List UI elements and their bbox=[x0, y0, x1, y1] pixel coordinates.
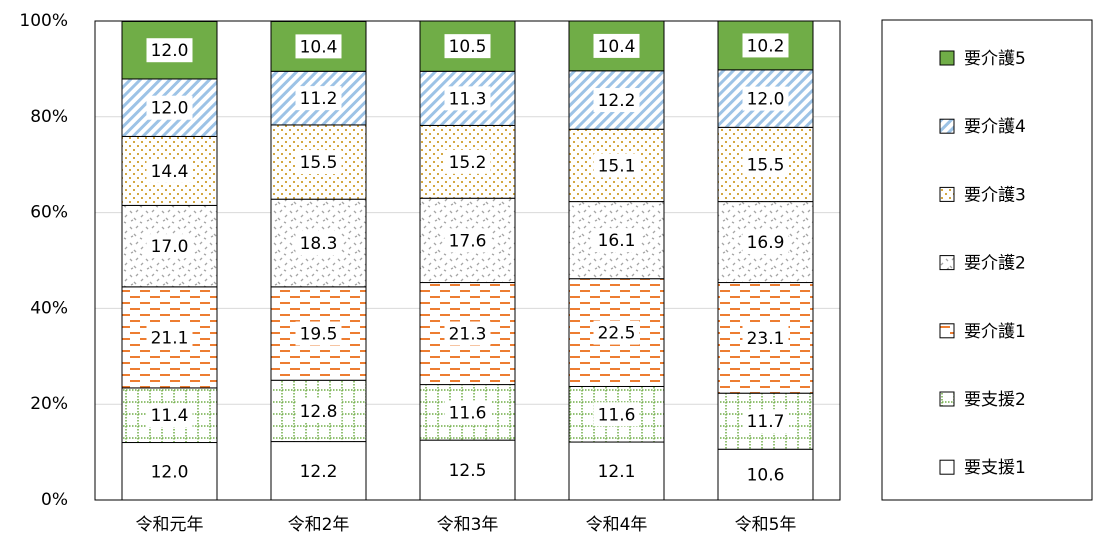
x-tick-label: 令和2年 bbox=[288, 515, 350, 535]
label-bg bbox=[295, 458, 342, 483]
data-label: 17.6 bbox=[449, 231, 487, 251]
legend-label: 要支援1 bbox=[964, 458, 1026, 478]
legend-swatch bbox=[939, 50, 955, 66]
label-bg bbox=[742, 230, 789, 255]
data-label: 22.5 bbox=[598, 324, 636, 344]
y-tick-label: 40% bbox=[30, 298, 68, 318]
data-label: 12.8 bbox=[300, 402, 338, 422]
label-bg bbox=[593, 402, 640, 427]
label-bg bbox=[742, 152, 789, 177]
bar-segment bbox=[121, 286, 218, 389]
label-bg bbox=[742, 325, 789, 350]
data-label: 10.2 bbox=[747, 36, 785, 56]
label-bg bbox=[295, 150, 342, 175]
label-bg bbox=[742, 33, 789, 58]
data-label: 12.2 bbox=[300, 462, 338, 482]
y-tick-label: 0% bbox=[41, 490, 68, 510]
data-label: 15.2 bbox=[449, 153, 487, 173]
data-label: 17.0 bbox=[151, 237, 189, 257]
label-bg bbox=[295, 34, 342, 59]
x-tick-label: 令和5年 bbox=[735, 515, 797, 535]
label-bg bbox=[444, 321, 491, 346]
legend-label: 要支援2 bbox=[964, 390, 1026, 410]
data-label: 12.2 bbox=[598, 91, 636, 111]
data-label: 11.4 bbox=[151, 406, 189, 426]
data-label: 15.5 bbox=[300, 153, 338, 173]
legend-label: 要介護2 bbox=[964, 254, 1026, 274]
legend-label: 要介護4 bbox=[964, 117, 1026, 137]
label-bg bbox=[593, 459, 640, 484]
data-label: 15.1 bbox=[598, 156, 636, 176]
label-bg bbox=[295, 321, 342, 346]
data-label: 15.5 bbox=[747, 155, 785, 175]
label-bg bbox=[444, 34, 491, 59]
y-tick-label: 60% bbox=[30, 203, 68, 223]
data-label: 12.0 bbox=[151, 462, 189, 482]
data-label: 12.0 bbox=[151, 99, 189, 119]
legend-swatch bbox=[939, 118, 955, 134]
label-bg bbox=[146, 325, 193, 350]
legend-box bbox=[881, 19, 1093, 501]
label-bg bbox=[146, 459, 193, 484]
label-bg bbox=[742, 409, 789, 434]
data-label: 18.3 bbox=[300, 234, 338, 254]
label-bg bbox=[444, 86, 491, 111]
data-label: 11.2 bbox=[300, 89, 338, 109]
data-label: 11.6 bbox=[449, 403, 487, 423]
legend-swatch bbox=[939, 391, 955, 407]
x-tick-label: 令和元年 bbox=[136, 515, 204, 535]
label-bg bbox=[146, 403, 193, 428]
data-label: 12.0 bbox=[747, 90, 785, 110]
label-bg bbox=[593, 88, 640, 113]
data-label: 14.4 bbox=[151, 162, 189, 182]
data-label: 23.1 bbox=[747, 329, 785, 349]
label-bg bbox=[146, 158, 193, 183]
legend-label: 要介護5 bbox=[964, 49, 1026, 69]
label-bg bbox=[593, 153, 640, 178]
label-bg bbox=[295, 86, 342, 111]
data-label: 11.7 bbox=[747, 412, 785, 432]
x-tick-label: 令和4年 bbox=[586, 515, 648, 535]
data-label: 12.1 bbox=[598, 462, 636, 482]
label-bg bbox=[146, 234, 193, 259]
data-label: 21.3 bbox=[449, 325, 487, 345]
data-label: 11.3 bbox=[449, 89, 487, 109]
label-bg bbox=[444, 228, 491, 253]
label-bg bbox=[742, 462, 789, 487]
label-bg bbox=[593, 320, 640, 345]
data-label: 10.4 bbox=[300, 37, 338, 57]
data-label: 11.6 bbox=[598, 405, 636, 425]
data-label: 12.0 bbox=[151, 41, 189, 61]
data-label: 12.5 bbox=[449, 461, 487, 481]
legend-swatch bbox=[939, 459, 955, 475]
label-bg bbox=[146, 38, 193, 63]
legend-label: 要介護3 bbox=[964, 185, 1026, 205]
data-label: 10.4 bbox=[598, 37, 636, 57]
y-tick-label: 80% bbox=[30, 107, 68, 127]
label-bg bbox=[593, 228, 640, 253]
label-bg bbox=[593, 33, 640, 58]
y-tick-label: 100% bbox=[19, 11, 68, 31]
data-label: 10.6 bbox=[747, 466, 785, 486]
legend-label: 要介護1 bbox=[964, 322, 1026, 342]
label-bg bbox=[146, 95, 193, 120]
data-label: 21.1 bbox=[151, 328, 189, 348]
label-bg bbox=[444, 149, 491, 174]
legend-swatch bbox=[939, 255, 955, 271]
label-bg bbox=[295, 231, 342, 256]
data-label: 16.9 bbox=[747, 233, 785, 253]
x-tick-label: 令和3年 bbox=[437, 515, 499, 535]
data-label: 16.1 bbox=[598, 231, 636, 251]
data-label: 10.5 bbox=[449, 37, 487, 57]
y-tick-label: 20% bbox=[30, 394, 68, 414]
data-label: 19.5 bbox=[300, 325, 338, 345]
label-bg bbox=[444, 458, 491, 483]
label-bg bbox=[295, 398, 342, 423]
legend-swatch bbox=[939, 186, 955, 202]
legend-swatch bbox=[939, 323, 955, 339]
label-bg bbox=[742, 86, 789, 111]
label-bg bbox=[444, 400, 491, 425]
